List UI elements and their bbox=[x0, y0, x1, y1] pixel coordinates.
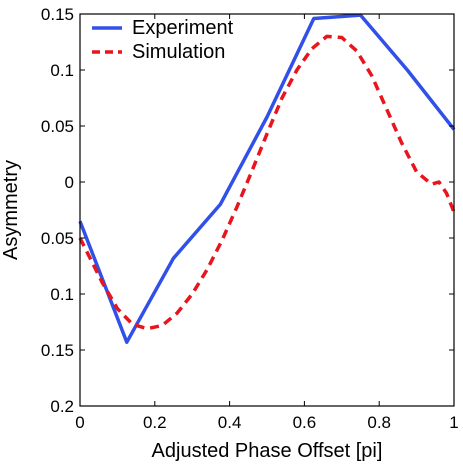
x-axis-label: Adjusted Phase Offset [pi] bbox=[152, 440, 383, 462]
y-tick-label: 0.05 bbox=[41, 117, 74, 136]
legend: Experiment Simulation bbox=[92, 17, 234, 63]
x-tick-label: 0.2 bbox=[143, 413, 167, 432]
x-tick-label: 0.4 bbox=[218, 413, 242, 432]
y-tick-label: 0.1 bbox=[50, 61, 74, 80]
y-axis-label: Asymmetry bbox=[0, 160, 22, 260]
legend-label-simulation: Simulation bbox=[132, 41, 225, 63]
legend-label-experiment: Experiment bbox=[132, 17, 234, 39]
y-tick-label: 0 bbox=[65, 173, 74, 192]
y-tick-label: 0.15 bbox=[41, 5, 74, 24]
series-line-experiment bbox=[78, 13, 456, 344]
x-tick-label: 0 bbox=[75, 413, 84, 432]
x-tick-label: 1 bbox=[449, 413, 458, 432]
x-tick-label: 0.6 bbox=[293, 413, 317, 432]
plot-marks bbox=[78, 13, 456, 344]
y-tick-label: 0.05 bbox=[41, 229, 74, 248]
y-tick-label: 0.1 bbox=[50, 285, 74, 304]
x-tick-label: 0.8 bbox=[367, 413, 391, 432]
y-tick-label: 0.15 bbox=[41, 341, 74, 360]
plot-frame bbox=[79, 13, 455, 407]
y-tick-label: 0.2 bbox=[50, 397, 74, 416]
series-line-simulation bbox=[78, 34, 456, 331]
